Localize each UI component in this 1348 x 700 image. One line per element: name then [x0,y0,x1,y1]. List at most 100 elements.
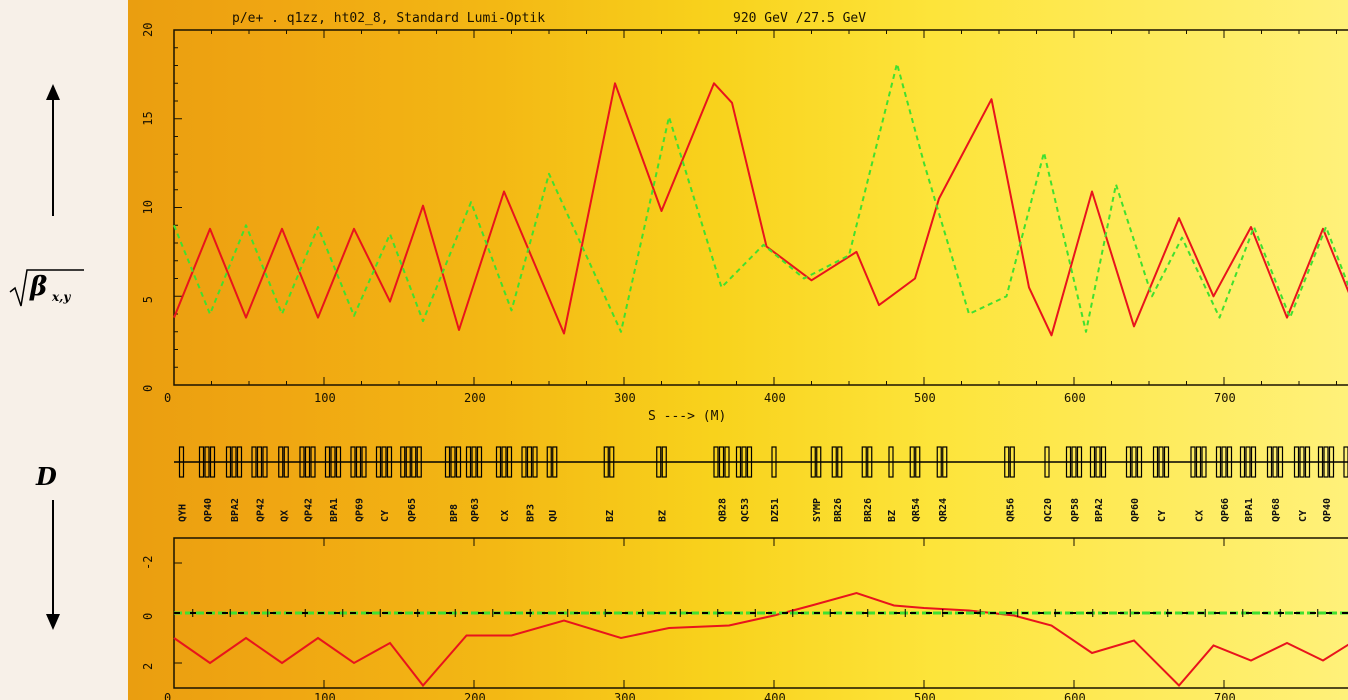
beta-x-tick-label: 400 [764,391,786,405]
disp-x-tick-label: 100 [314,691,336,700]
disp-x-tick-label: 200 [464,691,486,700]
magnet-element [225,446,232,478]
magnet-element [476,446,483,478]
magnet-element [552,446,558,478]
beta-axes: 0 100 200 300 400 500 600 700 0 5 10 15 20 [141,23,1337,405]
beta-x-tick-label: 500 [914,391,936,405]
magnet-element [656,446,662,478]
beta-x-tick-label: 300 [614,391,636,405]
magnet-element [1076,446,1083,478]
magnet-element [1277,446,1284,478]
magnet-element [831,446,837,478]
magnet-element [299,446,305,478]
magnet-label: BP3 [526,504,537,522]
magnet-element [888,446,894,478]
energy-label: 920 GeV /27.5 GeV [733,11,866,26]
magnet-element [1250,446,1257,478]
disp-x-tick-label: 600 [1064,691,1086,700]
magnet-element [1163,446,1170,478]
magnet-element [1065,446,1072,478]
magnet-label: BR26 [863,498,874,522]
beta-y-tick-label: 15 [141,111,155,125]
magnet-element [198,446,205,478]
disp-x-tick-label: 500 [914,691,936,700]
magnet-element [1125,446,1132,478]
magnet-element [1239,446,1246,478]
magnet-element [1221,446,1227,478]
magnet-label: SYMP [812,498,823,522]
magnet-element [444,446,451,478]
magnet-element [771,446,777,478]
sidebar: β x,y D [0,0,128,700]
magnet-element [1131,446,1137,478]
magnet-label: BPA1 [1244,498,1255,522]
beta-label: β [30,272,48,302]
magnet-element [546,446,552,478]
magnet-label: BPA2 [230,498,241,522]
magnet-element [204,446,210,478]
magnet-element [1299,446,1305,478]
magnet-element [361,446,367,478]
magnet-element [355,446,362,478]
beta-series-line-0 [173,82,1348,337]
magnet-element [735,446,742,478]
beta-x-tick-label: 100 [314,391,336,405]
magnet-element [251,446,257,478]
magnet-label: QP40 [203,498,214,522]
magnet-element [816,446,822,478]
magnet-label: QU [548,510,559,522]
magnet-element [450,446,456,478]
down-arrowhead-icon [46,614,60,630]
magnet-label: QB28 [718,498,729,522]
magnet-element [915,446,921,478]
magnet-element [1293,446,1300,478]
beta-x-tick-label: 700 [1214,391,1236,405]
disp-x-tick-label: 700 [1214,691,1236,700]
magnet-element [350,446,356,478]
magnet-element [718,446,725,478]
magnet-label: CX [500,510,511,522]
magnet-label: QP58 [1070,498,1081,522]
magnet-element [1004,446,1010,478]
beta-y-tick-label: 20 [141,23,155,37]
dispersion-label: D [36,462,57,491]
magnet-element [465,446,472,478]
magnet-label: BP8 [449,504,460,522]
magnet-element [231,446,237,478]
magnet-element [603,446,609,478]
beta-subscript: x,y [52,290,71,304]
magnet-label: QYH [178,504,189,522]
magnet-element [521,446,527,478]
magnet-element [335,446,342,478]
lattice-elements: QYH QP40 BPA2 QP42 QX QP42 BPA1 QP69 CY QP65 BP8 QP… [178,446,1348,522]
x-axis-label: S ---> (M) [648,409,726,424]
magnet-label: QP63 [470,498,481,522]
magnet-element [713,446,719,478]
beta-y-tick-label: 10 [141,200,155,214]
magnet-element [936,446,942,478]
magnet-label: QP42 [304,498,315,522]
magnet-label: QC53 [740,498,751,522]
beta-x-tick-label: 200 [464,391,486,405]
magnet-element [609,446,615,478]
magnet-element [1343,446,1348,478]
magnet-element [1009,446,1015,478]
sqrt-symbol [9,269,84,307]
magnet-label: QC20 [1043,498,1054,522]
up-arrow-icon [52,86,54,216]
magnet-element [1158,446,1164,478]
chart-title: p/e+ . q1zz, ht02_8, Standard Lumi-Optik [232,11,545,26]
magnet-element [324,446,331,478]
magnet-element [495,446,502,478]
magnet-element [416,446,422,478]
magnet-label: QP42 [256,498,267,522]
magnet-element [262,446,268,478]
magnet-element [532,446,538,478]
magnet-element [661,446,667,478]
magnet-element [1136,446,1143,478]
magnet-element [1272,446,1278,478]
beta-plot-frame [173,29,1348,386]
magnet-element [471,446,477,478]
magnet-element [278,446,284,478]
magnet-element [1317,446,1324,478]
